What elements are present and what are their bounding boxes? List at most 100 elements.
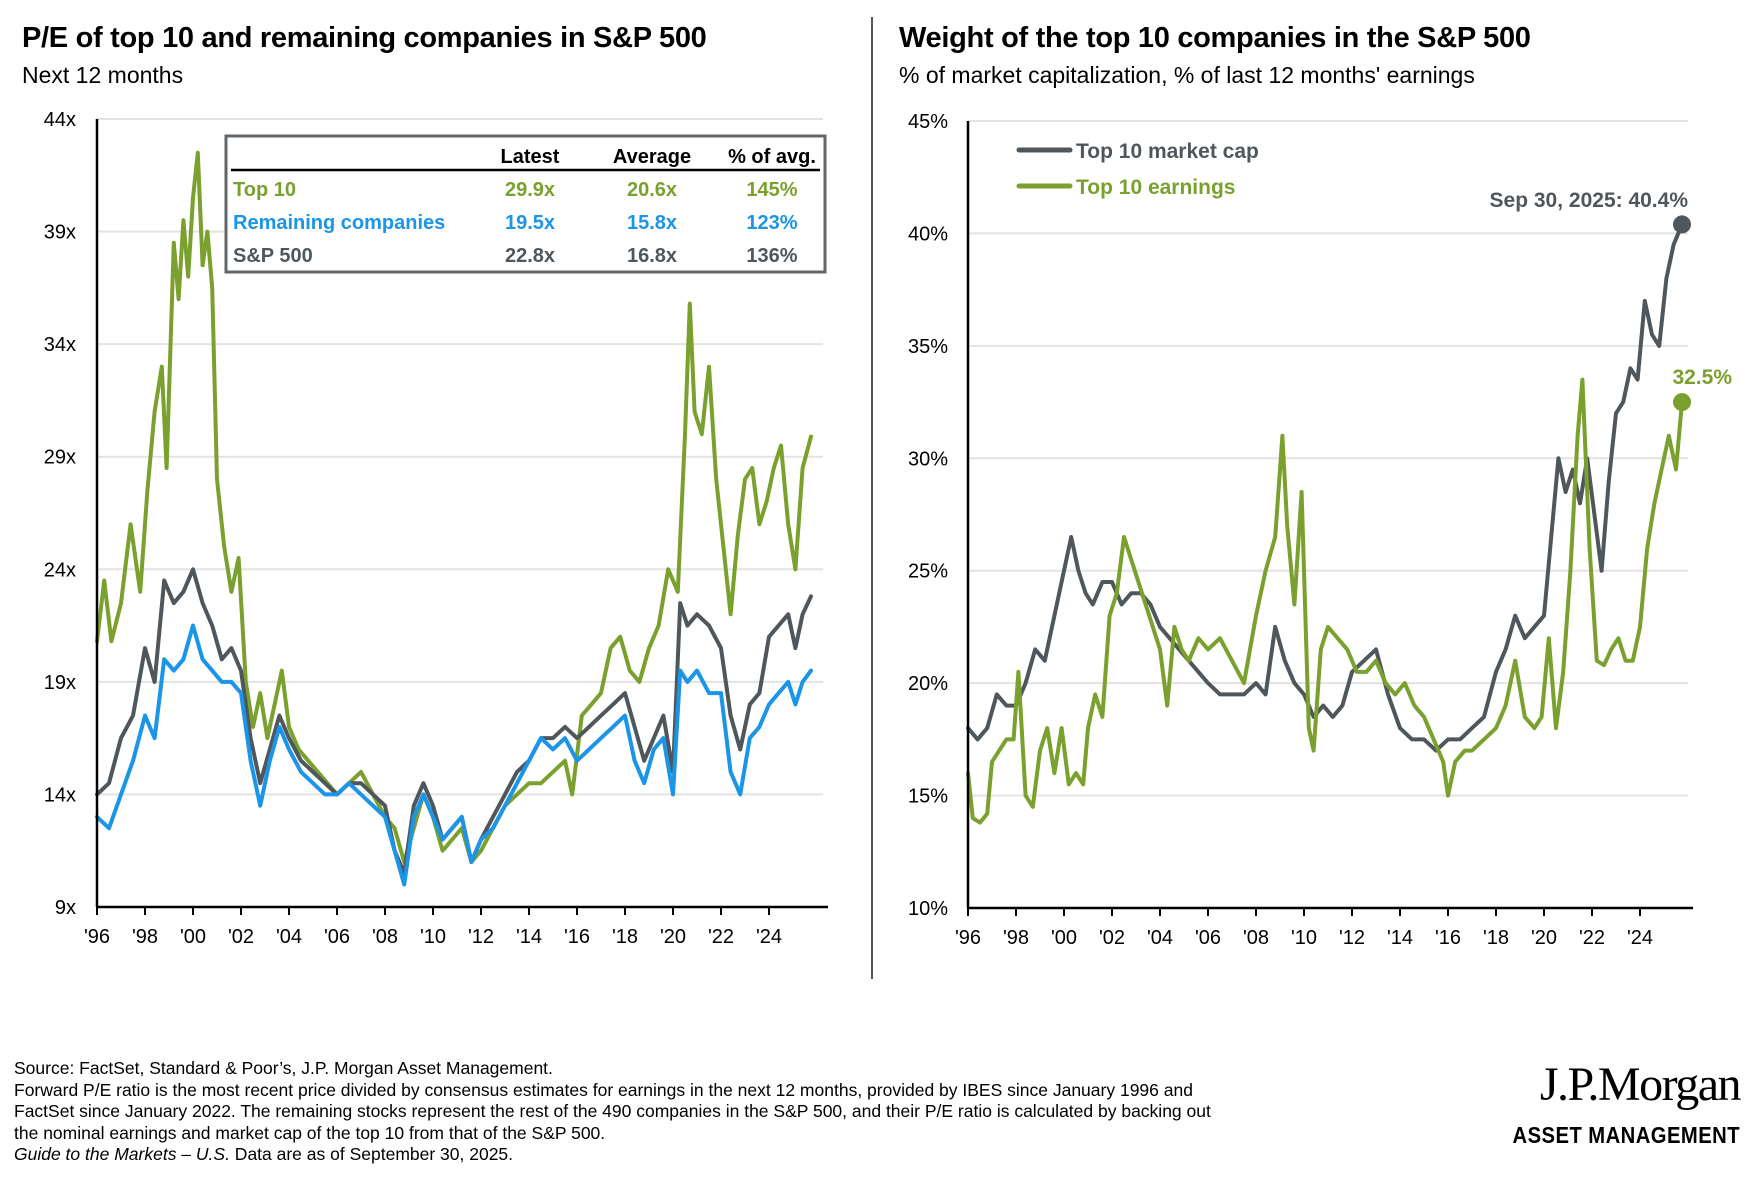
annotations: Sep 30, 2025: 40.4% 32.5% <box>1490 189 1733 389</box>
footer-source: Source: FactSet, Standard & Poor’s, J.P.… <box>14 1058 553 1078</box>
x-tick-label: '14 <box>1387 927 1413 949</box>
x-tick-label: '08 <box>372 926 398 948</box>
table-border <box>224 134 827 274</box>
x-tick-label: '06 <box>1195 927 1221 949</box>
x-tick-label: '02 <box>1099 927 1125 949</box>
y-tick-label: 44x <box>44 109 76 131</box>
x-tick-label: '14 <box>516 926 542 948</box>
row-average: 15.8x <box>627 212 677 234</box>
row-average: 16.8x <box>627 245 677 267</box>
y-tick-label: 10% <box>908 898 948 920</box>
row-average: 20.6x <box>627 179 677 201</box>
row-label: Top 10 <box>233 179 296 201</box>
y-tick-label: 35% <box>908 336 948 358</box>
series-line-top-10-earnings <box>966 377 1684 825</box>
y-tick-label: 24x <box>44 559 76 581</box>
right-x-ticks: '96 '98 '00 '02 '04 '06 '08 '10 '12 '14 '16 '18 '20 '… <box>955 908 1653 949</box>
y-tick-label: 9x <box>55 897 76 919</box>
row-pct-avg: 136% <box>746 245 797 267</box>
right-chart-subtitle: % of market capitalization, % of last 12… <box>899 62 1475 88</box>
right-y-tick-labels: 10% 15% 20% 25% 30% 35% 40% 45% <box>908 111 948 920</box>
legend: Top 10 market cap Top 10 earnings <box>1016 140 1259 199</box>
series-line-remaining-companies <box>95 623 813 887</box>
row-label: Remaining companies <box>233 212 445 234</box>
x-tick-label: '18 <box>1483 927 1509 949</box>
y-tick-label: 45% <box>908 111 948 133</box>
legend-label-market-cap: Top 10 market cap <box>1076 140 1259 163</box>
x-tick-label: '18 <box>612 926 638 948</box>
x-tick-label: '96 <box>84 926 110 948</box>
logo-subtitle: ASSET MANAGEMENT <box>1512 1122 1740 1148</box>
pe-summary-table: Latest Average % of avg. Top 10 29.9x 20… <box>224 134 827 274</box>
logo-wordmark: J.P.Morgan <box>1539 1058 1742 1111</box>
x-tick-label: '10 <box>1291 927 1317 949</box>
legend-item-earnings: Top 10 earnings <box>1016 176 1235 199</box>
y-tick-label: 19x <box>44 672 76 694</box>
x-tick-label: '98 <box>1003 927 1029 949</box>
x-tick-label: '04 <box>276 926 302 948</box>
footer-guide-title: Guide to the Markets – U.S. <box>14 1144 230 1164</box>
y-tick-label: 25% <box>908 561 948 583</box>
x-tick-label: '08 <box>1243 927 1269 949</box>
right-series-lines <box>966 215 1691 825</box>
y-tick-label: 14x <box>44 784 76 806</box>
left-series-lines <box>95 150 813 887</box>
end-point-marker <box>1673 393 1691 412</box>
footer-note-line2: FactSet since January 2022. The remainin… <box>14 1101 1211 1121</box>
jpmorgan-logo: J.P.Morgan ASSET MANAGEMENT <box>1470 1058 1742 1149</box>
left-chart-title: P/E of top 10 and remaining companies in… <box>22 22 707 54</box>
series-line-top-10-market-cap <box>966 222 1684 753</box>
table-row-top10: Top 10 29.9x 20.6x 145% <box>233 179 798 201</box>
right-chart-title: Weight of the top 10 companies in the S&… <box>899 22 1531 54</box>
y-tick-label: 40% <box>908 223 948 245</box>
left-axes <box>95 119 828 909</box>
y-tick-label: 30% <box>908 448 948 470</box>
annotation-market-cap-latest: Sep 30, 2025: 40.4% <box>1490 189 1689 212</box>
y-tick-label: 39x <box>44 222 76 244</box>
footer-guide: Guide to the Markets – U.S. Data are as … <box>14 1144 1444 1166</box>
left-pe-chart: 9x 14x 19x 24x 29x 34x 39x 44x '96 '98 '00 '02 '04 '… <box>44 109 828 948</box>
right-weight-chart: 10% 15% 20% 25% 30% 35% 40% 45% '96 '98 '00 '02 '04… <box>908 111 1732 949</box>
x-tick-label: '02 <box>228 926 254 948</box>
x-tick-label: '24 <box>1627 927 1653 949</box>
legend-label-earnings: Top 10 earnings <box>1076 176 1235 199</box>
right-axes <box>966 121 1693 910</box>
table-row-sp500: S&P 500 22.8x 16.8x 136% <box>233 245 798 267</box>
x-tick-label: '16 <box>1435 927 1461 949</box>
x-tick-label: '20 <box>1531 927 1557 949</box>
row-pct-avg: 123% <box>746 212 797 234</box>
row-latest: 19.5x <box>505 212 555 234</box>
charts-canvas: 9x 14x 19x 24x 29x 34x 39x 44x '96 '98 '00 '02 '04 '… <box>44 109 1733 949</box>
x-tick-label: '22 <box>708 926 734 948</box>
end-point-marker <box>1673 215 1691 234</box>
table-row-remaining: Remaining companies 19.5x 15.8x 123% <box>233 212 798 234</box>
x-tick-label: '12 <box>1339 927 1365 949</box>
x-tick-label: '00 <box>180 926 206 948</box>
x-tick-label: '98 <box>132 926 158 948</box>
x-tick-label: '06 <box>324 926 350 948</box>
y-tick-label: 29x <box>44 447 76 469</box>
row-latest: 22.8x <box>505 245 555 267</box>
x-tick-label: '16 <box>564 926 590 948</box>
x-tick-label: '10 <box>420 926 446 948</box>
footer-note-line1: Forward P/E ratio is the most recent pri… <box>14 1079 1193 1100</box>
row-label: S&P 500 <box>233 245 313 267</box>
annotation-earnings-latest: 32.5% <box>1672 366 1732 389</box>
left-y-tick-labels: 9x 14x 19x 24x 29x 34x 39x 44x <box>44 109 76 919</box>
left-x-ticks: '96 '98 '00 '02 '04 '06 '08 '10 '12 '14 '16 '18 '20 '… <box>84 907 782 948</box>
footer-notes: Source: FactSet, Standard & Poor’s, J.P.… <box>14 1058 1444 1166</box>
footer-guide-date: Data are as of September 30, 2025. <box>229 1144 514 1164</box>
x-tick-label: '12 <box>468 926 494 948</box>
x-tick-label: '24 <box>756 926 782 948</box>
table-header-average: Average <box>613 146 691 168</box>
row-latest: 29.9x <box>505 179 555 201</box>
y-tick-label: 20% <box>908 673 948 695</box>
y-tick-label: 34x <box>44 334 76 356</box>
x-tick-label: '04 <box>1147 927 1173 949</box>
row-pct-avg: 145% <box>746 179 797 201</box>
x-tick-label: '96 <box>955 927 981 949</box>
x-tick-label: '22 <box>1579 927 1605 949</box>
y-tick-label: 15% <box>908 786 948 808</box>
table-header-pct-avg: % of avg. <box>728 146 816 168</box>
footer-note-line3: the nominal earnings and market cap of t… <box>14 1122 606 1143</box>
